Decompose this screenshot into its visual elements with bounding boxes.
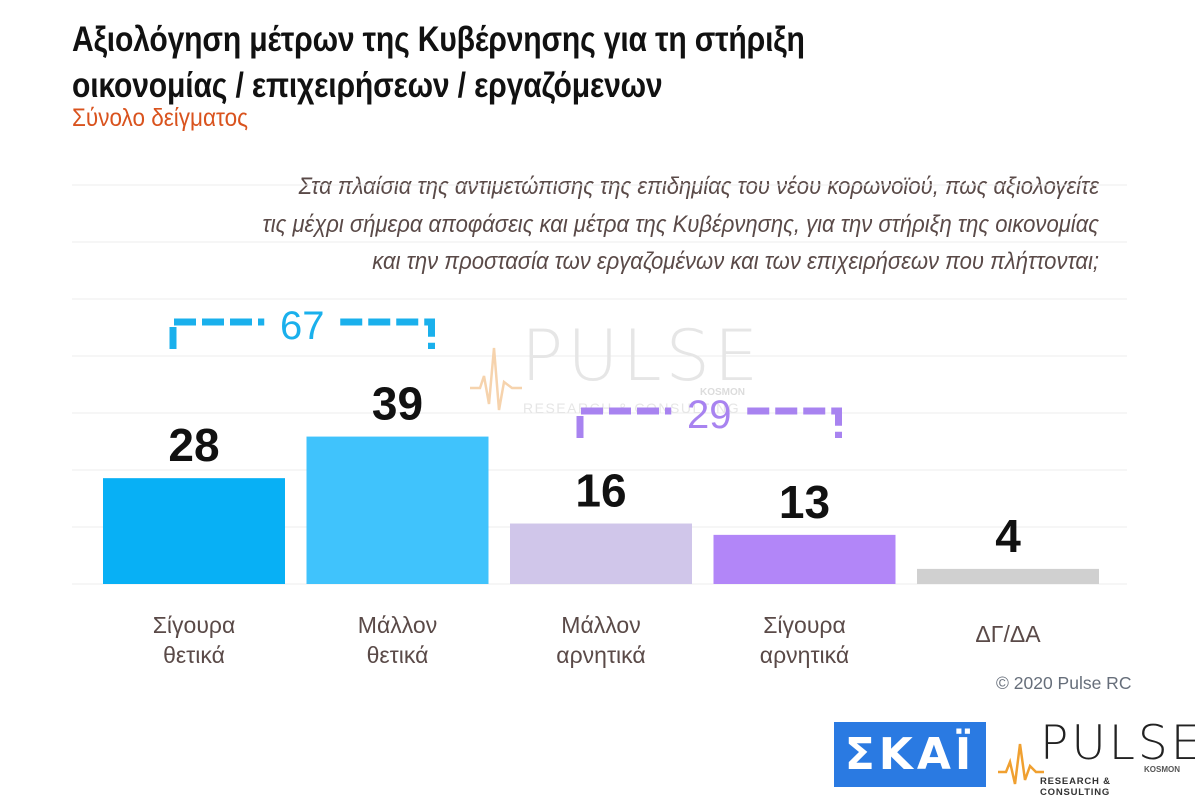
watermark-word: PULSE bbox=[521, 315, 762, 397]
bar bbox=[713, 534, 896, 584]
group-bracket-right bbox=[747, 407, 842, 438]
skai-logo: ΣΚΑΪ bbox=[834, 722, 986, 787]
data-label: 4 bbox=[995, 510, 1021, 562]
category-label: θετικά bbox=[367, 642, 429, 668]
chart-subtitle: Σύνολο δείγματος bbox=[72, 104, 248, 132]
data-label: 39 bbox=[372, 378, 423, 430]
question-line-1: Στα πλαίσια της αντιμετώπισης της επιδημ… bbox=[298, 173, 1099, 200]
pulse-logo-tagline: RESEARCH & CONSULTING bbox=[1040, 776, 1111, 798]
category-label: ΔΓ/ΔΑ bbox=[975, 621, 1041, 647]
pulse-logo-word: PULSE bbox=[1040, 716, 1195, 771]
copyright-text: © 2020 Pulse RC bbox=[996, 673, 1132, 693]
bar bbox=[103, 478, 285, 584]
data-label: 16 bbox=[575, 465, 626, 517]
group-total-label: 29 bbox=[687, 393, 732, 437]
bar bbox=[917, 568, 1099, 584]
pulse-logo-sub: KOSMON bbox=[1144, 765, 1180, 774]
survey-question: Στα πλαίσια της αντιμετώπισης της επιδημ… bbox=[199, 168, 1099, 281]
title-line-1: Αξιολόγηση μέτρων της Κυβέρνησης για τη … bbox=[72, 20, 805, 59]
category-label: αρνητικά bbox=[760, 642, 849, 668]
title-line-2: οικονομίας / επιχειρήσεων / εργαζόμενων bbox=[72, 66, 663, 105]
watermark-heartbeat-icon bbox=[470, 347, 522, 411]
group-bracket-left bbox=[576, 407, 672, 438]
category-label: Σίγουρα bbox=[153, 612, 236, 638]
bar bbox=[510, 523, 692, 584]
group-bracket-right bbox=[340, 318, 435, 349]
group-total-label: 67 bbox=[280, 304, 325, 348]
pulse-logo: PULSE KOSMON RESEARCH & CONSULTING bbox=[996, 716, 1195, 798]
category-label: θετικά bbox=[163, 642, 225, 668]
category-label: Σίγουρα bbox=[763, 612, 846, 638]
category-label: αρνητικά bbox=[556, 642, 645, 668]
category-label: Μάλλον bbox=[358, 612, 437, 638]
pulse-heartbeat-icon bbox=[998, 743, 1044, 785]
chart-title: Αξιολόγηση μέτρων της Κυβέρνησης για τη … bbox=[72, 17, 932, 109]
data-label: 28 bbox=[168, 419, 219, 471]
data-label: 13 bbox=[779, 476, 830, 528]
group-bracket-left bbox=[169, 318, 265, 349]
bar bbox=[306, 436, 489, 584]
watermark-sub: KOSMON bbox=[700, 387, 745, 398]
category-label: Μάλλον bbox=[561, 612, 640, 638]
question-line-3: και την προστασία των εργαζομένων και τω… bbox=[372, 248, 1099, 275]
question-line-2: τις μέχρι σήμερα αποφάσεις και μέτρα της… bbox=[262, 210, 1099, 238]
